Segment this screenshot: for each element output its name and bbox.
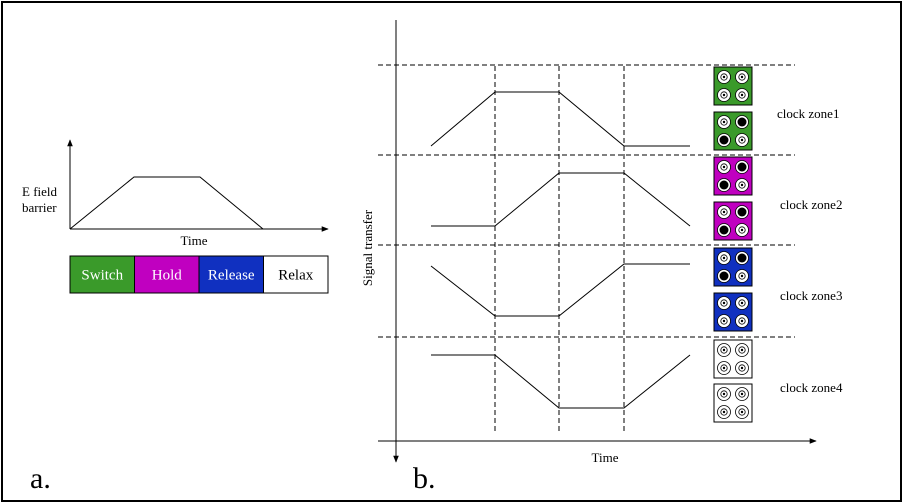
panel-b-x-label: Time — [592, 450, 619, 465]
phase-switch-box — [69, 255, 135, 294]
zone-labels: clock zone1 clock zone2 clock zone3 clock z… — [777, 106, 843, 395]
phase-hold-label: Hold — [152, 268, 183, 284]
qca-cells — [713, 66, 753, 423]
panel-a-y-label-2: barrier — [22, 200, 57, 215]
zone2-cell-top — [713, 156, 753, 196]
phase-switch-label: Switch — [81, 268, 123, 284]
zone2-label: clock zone2 — [780, 197, 842, 212]
panel-b-label: b. — [413, 462, 436, 495]
panel-b-y-label: Signal transfer — [360, 209, 375, 286]
zone1-cell-top — [713, 66, 753, 106]
panel-a-y-label-1: E field — [22, 184, 58, 199]
phase-relax-label: Relax — [278, 268, 313, 284]
zone4-label: clock zone4 — [780, 380, 843, 395]
zone3-label: clock zone3 — [780, 288, 842, 303]
zone4-cell-top — [713, 339, 753, 379]
zone4-waveform — [431, 354, 691, 409]
zone3-waveform — [430, 263, 690, 317]
panel-a-x-label: Time — [181, 233, 208, 248]
zone3-cell-bottom — [713, 292, 753, 332]
zone2-cell-bottom — [713, 201, 753, 241]
zone2-waveform — [431, 172, 691, 227]
phase-bar: Switch Hold Release Relax — [69, 255, 329, 294]
phase-release-box — [198, 255, 264, 294]
zone3-cell-top — [713, 247, 753, 287]
phase-release-label: Release — [208, 268, 255, 284]
zone1-waveform — [430, 91, 690, 147]
panel-a: E field barrier Time Switch Hold Release Re… — [22, 139, 329, 495]
zone1-cell-bottom — [713, 111, 753, 151]
e-field-barrier-curve — [69, 176, 264, 230]
zone4-cell-bottom — [713, 383, 753, 423]
panel-a-label: a. — [30, 462, 51, 495]
zone1-label: clock zone1 — [777, 106, 839, 121]
phase-relax-box — [263, 255, 329, 294]
